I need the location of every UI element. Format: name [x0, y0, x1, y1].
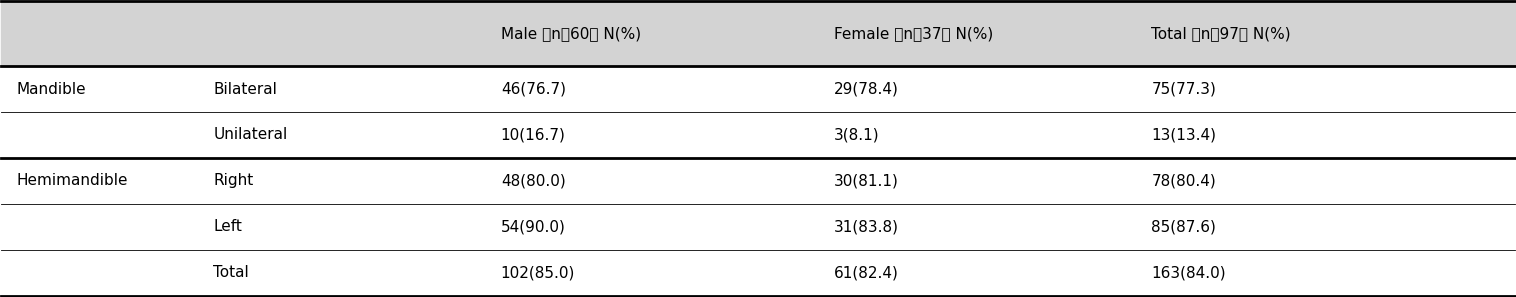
Text: 48(80.0): 48(80.0): [500, 173, 565, 188]
Text: Mandible: Mandible: [17, 82, 86, 97]
Text: 31(83.8): 31(83.8): [834, 219, 899, 234]
Text: 13(13.4): 13(13.4): [1152, 127, 1216, 143]
Text: 102(85.0): 102(85.0): [500, 265, 575, 280]
Text: 163(84.0): 163(84.0): [1152, 265, 1226, 280]
Text: Total: Total: [214, 265, 249, 280]
Text: Bilateral: Bilateral: [214, 82, 277, 97]
Text: Female （n＝37） N(%): Female （n＝37） N(%): [834, 26, 993, 41]
Text: 29(78.4): 29(78.4): [834, 82, 899, 97]
Text: 3(8.1): 3(8.1): [834, 127, 879, 143]
Text: 61(82.4): 61(82.4): [834, 265, 899, 280]
Text: Left: Left: [214, 219, 243, 234]
Text: Right: Right: [214, 173, 253, 188]
Text: 46(76.7): 46(76.7): [500, 82, 565, 97]
Text: 85(87.6): 85(87.6): [1152, 219, 1216, 234]
Text: 75(77.3): 75(77.3): [1152, 82, 1216, 97]
Text: 54(90.0): 54(90.0): [500, 219, 565, 234]
Text: Unilateral: Unilateral: [214, 127, 288, 143]
Text: Hemimandible: Hemimandible: [17, 173, 127, 188]
Bar: [2, 1, 1514, 66]
Text: 78(80.4): 78(80.4): [1152, 173, 1216, 188]
Text: 30(81.1): 30(81.1): [834, 173, 899, 188]
Text: Total （n＝97） N(%): Total （n＝97） N(%): [1152, 26, 1292, 41]
Text: Male （n＝60） N(%): Male （n＝60） N(%): [500, 26, 641, 41]
Text: 10(16.7): 10(16.7): [500, 127, 565, 143]
